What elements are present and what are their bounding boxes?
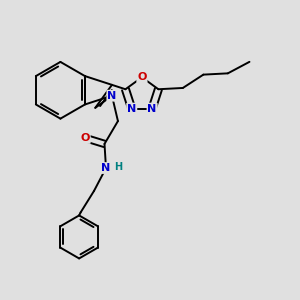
Text: N: N <box>101 163 111 173</box>
Text: H: H <box>115 162 123 172</box>
Text: N: N <box>148 103 157 114</box>
Text: O: O <box>137 72 147 82</box>
Text: O: O <box>80 133 90 143</box>
Text: N: N <box>107 91 117 101</box>
Text: N: N <box>127 103 136 114</box>
